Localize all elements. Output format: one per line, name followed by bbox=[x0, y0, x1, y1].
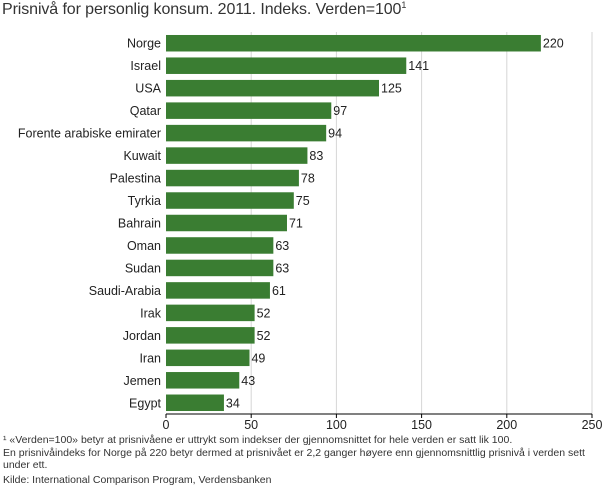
bar bbox=[166, 327, 255, 344]
bar bbox=[166, 169, 299, 187]
category-label: Norge bbox=[127, 37, 161, 51]
category-label: Israel bbox=[130, 59, 161, 73]
x-tick-label: 200 bbox=[496, 418, 517, 430]
category-label: Palestina bbox=[110, 172, 161, 186]
bar bbox=[166, 394, 224, 412]
x-tick-label: 150 bbox=[411, 418, 432, 430]
value-label: 125 bbox=[381, 82, 402, 96]
value-label: 43 bbox=[241, 374, 255, 388]
value-label: 75 bbox=[296, 194, 310, 208]
bar bbox=[166, 214, 287, 232]
x-tick-label: 0 bbox=[163, 418, 170, 430]
value-label: 52 bbox=[257, 329, 271, 343]
bar bbox=[166, 282, 270, 299]
chart-title: Prisnivå for personlig konsum. 2011. Ind… bbox=[2, 0, 407, 18]
category-label: Tyrkia bbox=[128, 194, 161, 208]
bar bbox=[166, 147, 308, 164]
value-label: 34 bbox=[226, 396, 240, 410]
category-label: Sudan bbox=[125, 261, 161, 275]
bar bbox=[166, 124, 327, 142]
x-tick-label: 100 bbox=[326, 418, 347, 430]
value-label: 220 bbox=[543, 37, 564, 51]
category-label: USA bbox=[135, 82, 161, 96]
value-label: 97 bbox=[333, 104, 347, 118]
footnote-1: ¹ «Verden=100» betyr at prisnivåene er u… bbox=[3, 434, 513, 446]
category-label: Oman bbox=[127, 239, 161, 253]
category-label: Forente arabiske emirater bbox=[18, 127, 161, 141]
x-tick-label: 50 bbox=[244, 418, 258, 430]
value-label: 71 bbox=[289, 217, 303, 231]
bar bbox=[166, 349, 250, 367]
bar bbox=[166, 237, 274, 254]
category-label: Bahrain bbox=[118, 217, 161, 231]
category-label: Jemen bbox=[123, 374, 161, 388]
value-label: 63 bbox=[275, 261, 289, 275]
value-label: 83 bbox=[309, 149, 323, 163]
category-label: Saudi-Arabia bbox=[89, 284, 161, 298]
value-label: 78 bbox=[301, 172, 315, 186]
footnotes: ¹ «Verden=100» betyr at prisnivåene er u… bbox=[3, 434, 603, 472]
value-label: 63 bbox=[275, 239, 289, 253]
bar bbox=[166, 192, 294, 209]
category-label: Kuwait bbox=[123, 149, 161, 163]
category-label: Qatar bbox=[130, 104, 161, 118]
category-label: Jordan bbox=[123, 329, 161, 343]
value-label: 61 bbox=[272, 284, 286, 298]
footnote-2: En prisnivåindeks for Norge på 220 betyr… bbox=[3, 446, 585, 472]
bar bbox=[166, 34, 541, 52]
value-label: 52 bbox=[257, 306, 271, 320]
bar bbox=[166, 79, 379, 97]
bar bbox=[166, 57, 407, 74]
source-note: Kilde: International Comparison Program,… bbox=[3, 474, 272, 486]
category-label: Irak bbox=[140, 306, 162, 320]
value-label: 94 bbox=[328, 127, 342, 141]
bar-chart: Norge 220 Israel 141 USA 125 Qatar 97 Forente ar… bbox=[18, 32, 603, 430]
value-label: 49 bbox=[251, 351, 265, 365]
value-label: 141 bbox=[408, 59, 429, 73]
category-label: Iran bbox=[139, 351, 161, 365]
bar bbox=[166, 259, 274, 277]
bar bbox=[166, 102, 332, 119]
title-footnote-mark: 1 bbox=[401, 0, 407, 10]
bar bbox=[166, 304, 255, 322]
x-tick-label: 250 bbox=[582, 418, 603, 430]
bar bbox=[166, 372, 240, 389]
category-label: Egypt bbox=[129, 396, 161, 410]
